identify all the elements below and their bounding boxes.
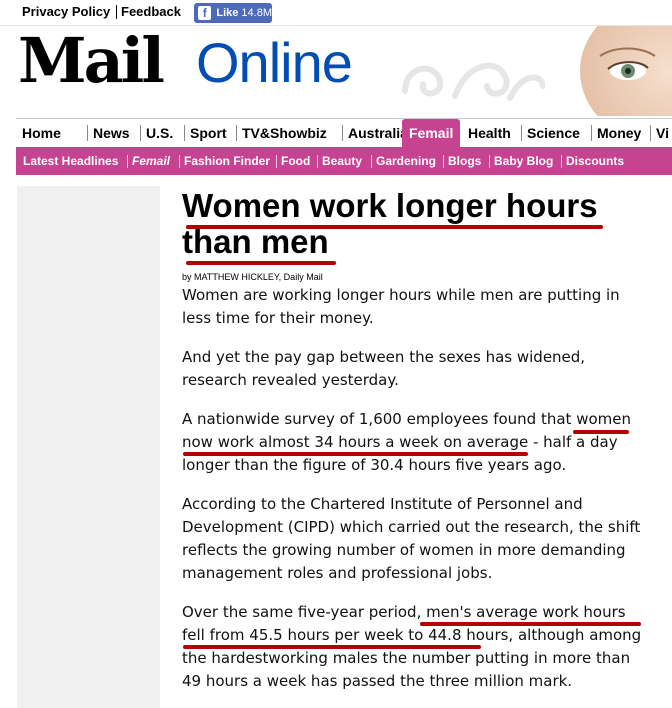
- tab-news[interactable]: News: [87, 119, 130, 147]
- article-headline: Women work longer hours than men: [182, 188, 652, 260]
- top-divider: [116, 5, 117, 19]
- annotation-underline: [183, 645, 481, 649]
- tab-tv-showbiz[interactable]: TV&Showbiz: [236, 119, 327, 147]
- facebook-like-count: 14.8M: [241, 7, 272, 19]
- article-paragraph: Over the same five-year period, men's av…: [182, 603, 642, 690]
- main-navigation: Home News U.S. Sport TV&Showbiz Australi…: [16, 118, 672, 147]
- tab-money[interactable]: Money: [591, 119, 641, 147]
- decorative-swirl-icon: [402, 62, 545, 101]
- privacy-policy-link[interactable]: Privacy Policy: [22, 4, 111, 19]
- subnav-discounts[interactable]: Discounts: [561, 147, 624, 175]
- annotation-underline: [420, 622, 641, 626]
- annotation-underline: [186, 225, 603, 229]
- subnav-gardening[interactable]: Gardening: [371, 147, 436, 175]
- article-byline[interactable]: by MATTHEW HICKLEY, Daily Mail: [182, 272, 323, 282]
- subnav-food[interactable]: Food: [276, 147, 310, 175]
- subnav-latest-headlines[interactable]: Latest Headlines: [23, 154, 119, 168]
- top-utility-bar: Privacy Policy Feedback f Like 14.8M: [0, 0, 672, 26]
- tab-science[interactable]: Science: [521, 119, 580, 147]
- subnav-femail[interactable]: Femail: [127, 147, 170, 175]
- tab-us[interactable]: U.S.: [140, 119, 173, 147]
- article-paragraph: Women are working longer hours while men…: [182, 286, 620, 327]
- headline-line-2: than men: [182, 223, 329, 260]
- annotation-underline: [183, 452, 528, 456]
- article-paragraph: A nationwide survey of 1,600 employees f…: [182, 410, 631, 474]
- article-paragraph: According to the Chartered Institute of …: [182, 495, 641, 582]
- facebook-like-button[interactable]: f Like 14.8M: [194, 3, 272, 23]
- logo-mail[interactable]: Mail: [18, 26, 165, 97]
- left-sidebar: [17, 186, 160, 708]
- logo-online[interactable]: Online: [196, 31, 353, 94]
- annotation-underline: [186, 261, 336, 265]
- subnav-blogs[interactable]: Blogs: [443, 147, 481, 175]
- feedback-link[interactable]: Feedback: [121, 4, 181, 19]
- facebook-like-label: Like: [216, 7, 239, 19]
- subnav-fashion-finder[interactable]: Fashion Finder: [179, 147, 270, 175]
- tab-sport[interactable]: Sport: [184, 119, 227, 147]
- subnav-beauty[interactable]: Beauty: [317, 147, 362, 175]
- facebook-icon: f: [198, 6, 212, 20]
- tab-health[interactable]: Health: [468, 125, 511, 141]
- masthead: Mail Online: [0, 26, 672, 116]
- tab-australia[interactable]: Australia: [342, 119, 408, 147]
- subnav-baby-blog[interactable]: Baby Blog: [489, 147, 553, 175]
- headline-line-1: Women work longer hours: [182, 187, 598, 224]
- tab-home[interactable]: Home: [22, 125, 61, 141]
- femail-subnavigation: Latest Headlines Femail Fashion Finder F…: [16, 147, 672, 175]
- tab-femail[interactable]: Femail: [402, 119, 461, 147]
- model-face-image: [580, 26, 672, 116]
- annotation-underline: [573, 430, 629, 434]
- article-paragraph: And yet the pay gap between the sexes ha…: [182, 348, 586, 389]
- tab-video[interactable]: Vi: [650, 119, 669, 147]
